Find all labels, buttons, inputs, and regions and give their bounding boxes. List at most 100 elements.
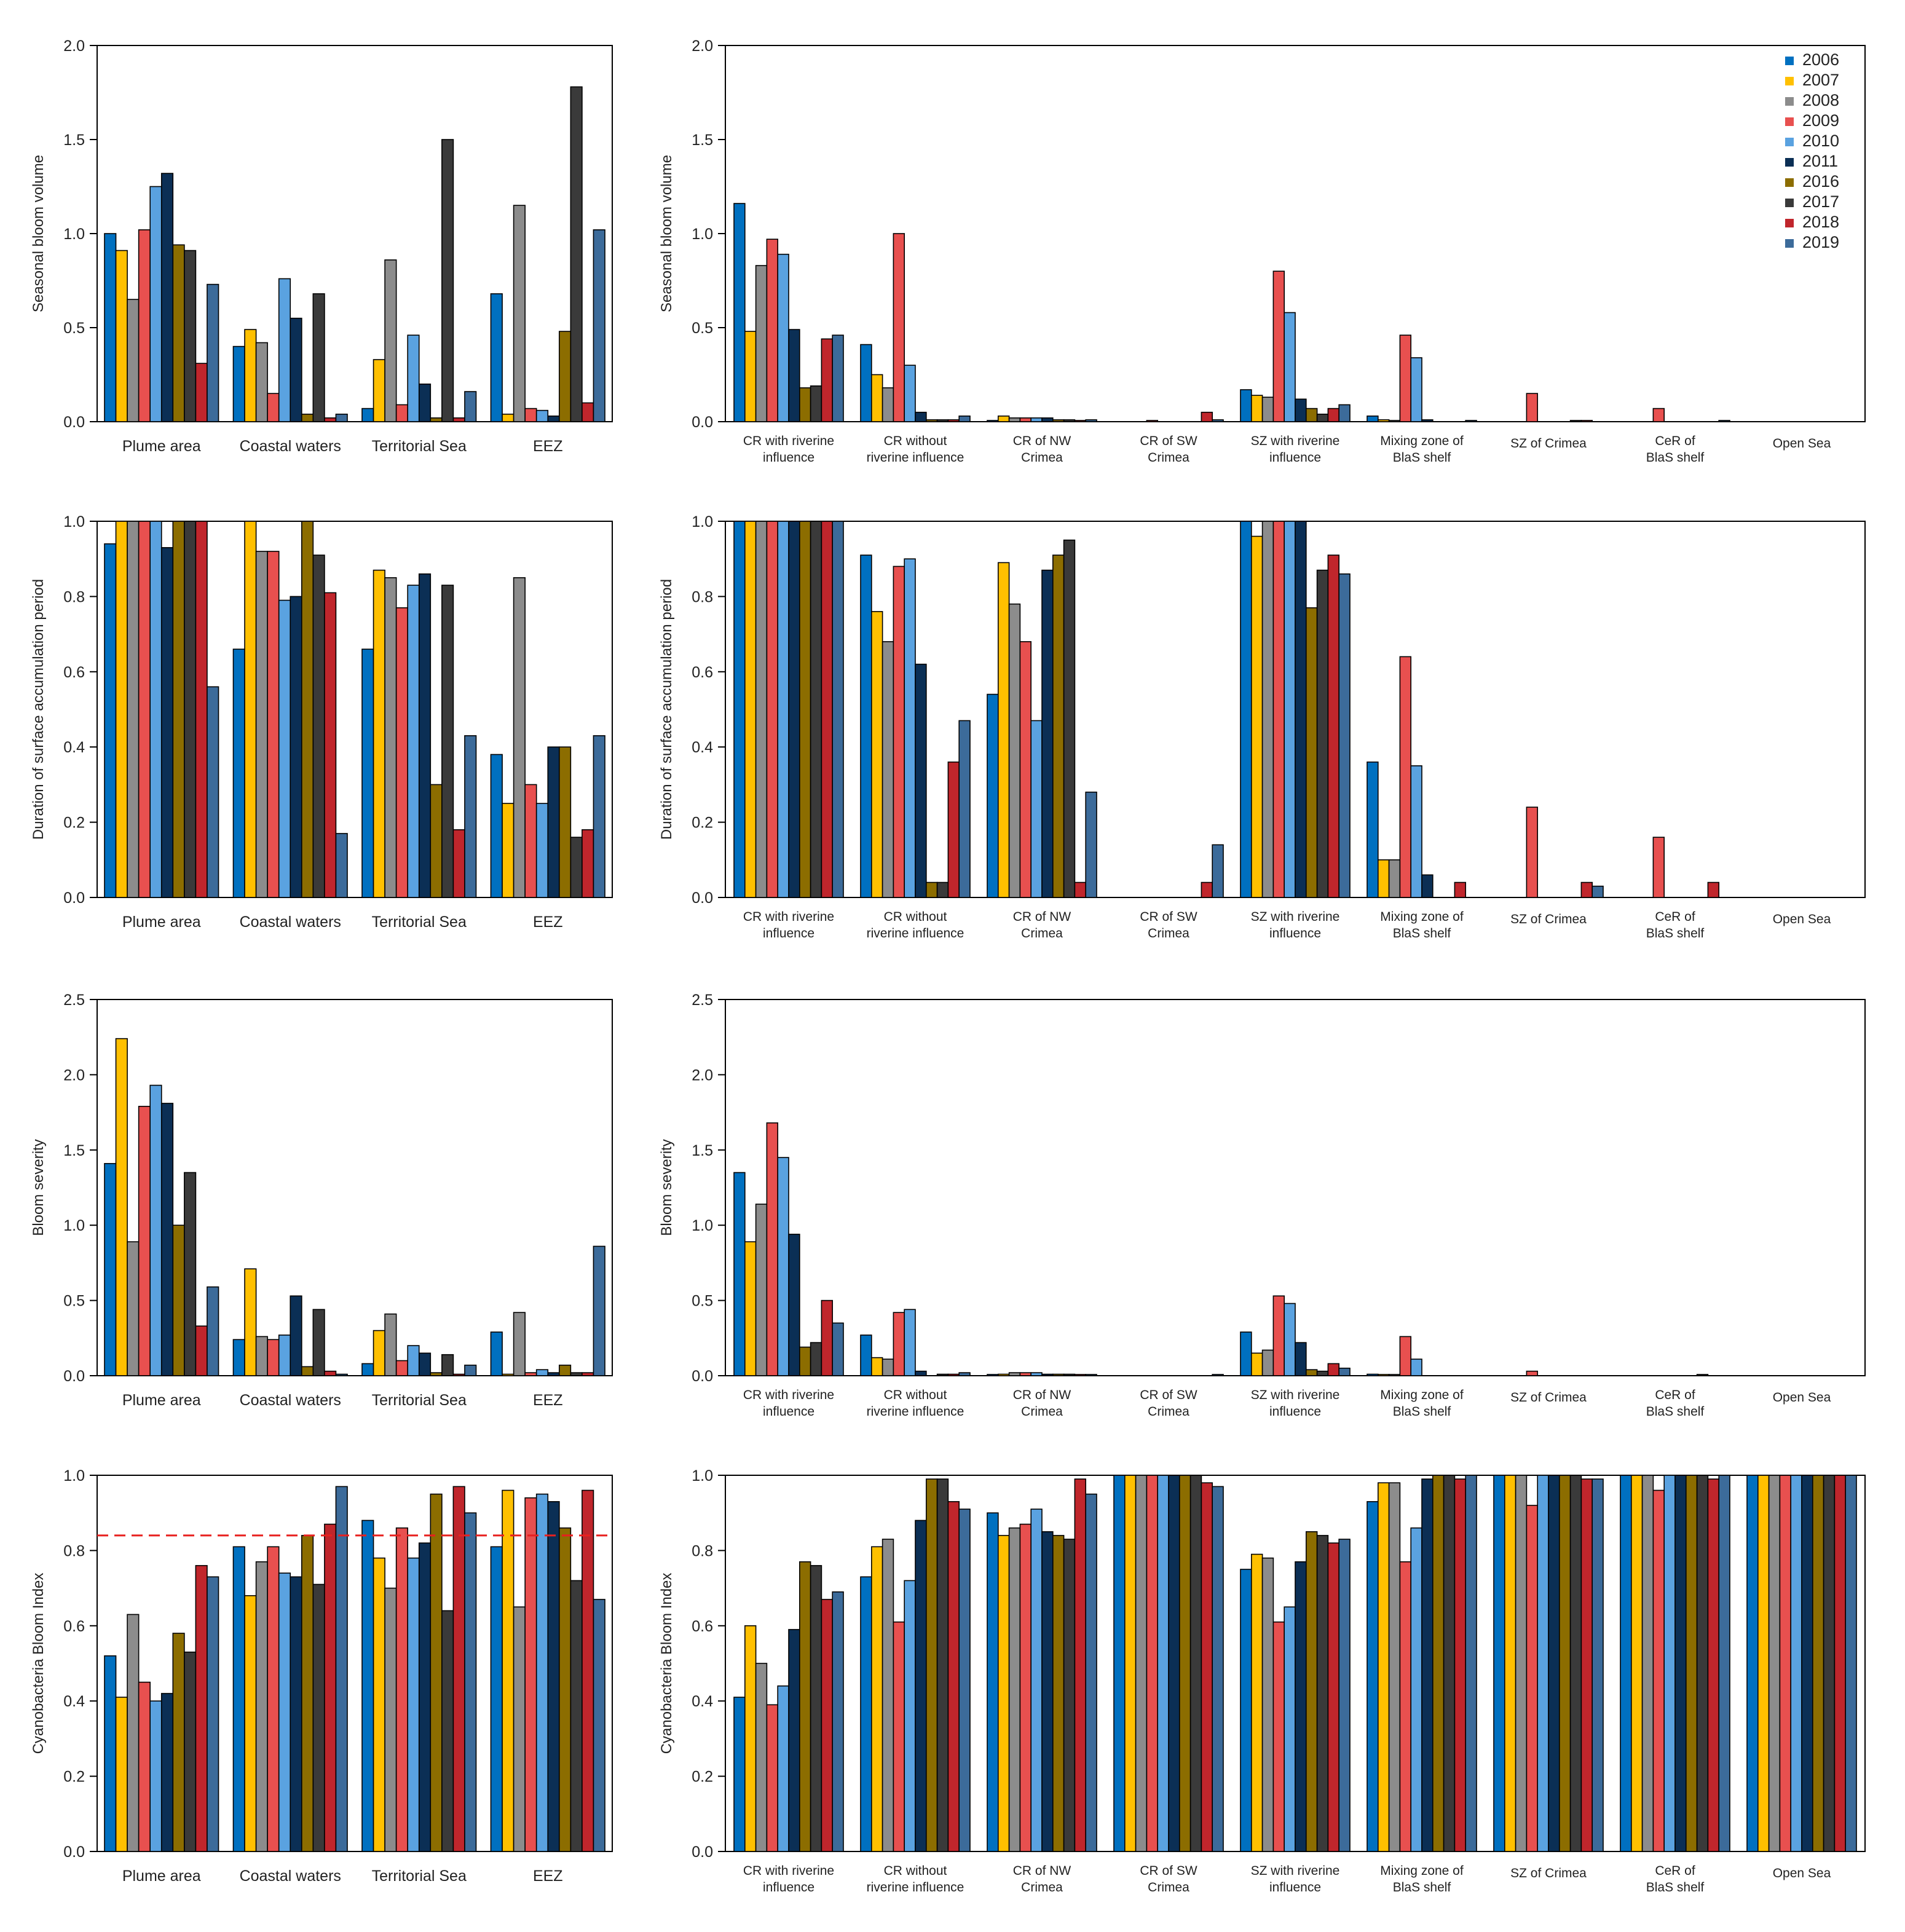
legend-swatch-2011 [1785,158,1794,167]
bar-2016 [430,1493,443,1852]
y-tick-label: 2.5 [692,992,713,1009]
bar-2011 [160,547,174,898]
bar-2010 [1284,1606,1296,1852]
bar-2009 [267,1339,280,1376]
x-category-label: SZ of Crimea [1510,1390,1587,1405]
bar-2008 [1261,1557,1274,1852]
bar-2007 [744,331,757,422]
x-category-label: SZ with riverine [1251,1864,1340,1878]
plot-frame [97,999,613,1376]
bar-2007 [1504,1475,1517,1852]
bar-2009 [267,551,280,898]
bar-2007 [502,1489,515,1852]
bar-2009 [1272,521,1285,898]
bar-2009 [1146,420,1159,422]
bar-2017 [1569,1475,1582,1852]
bar-2011 [1041,569,1054,898]
bar-2007 [115,1038,128,1376]
bar-2019 [1338,1367,1351,1376]
bar-2008 [755,521,768,898]
bar-2017 [1696,1475,1709,1852]
bar-2018 [1327,1363,1339,1376]
bar-2009 [1526,393,1538,422]
bar-2010 [777,521,789,898]
x-category-label: Crimea [1021,1405,1063,1419]
bar-2008 [384,259,397,422]
bar-2006 [1493,1475,1505,1852]
legend-swatch-2010 [1785,138,1794,146]
bar-2019 [207,283,219,422]
bar-2018 [821,1299,834,1376]
x-category-label: Crimea [1148,1405,1189,1419]
bar-2008 [513,205,526,422]
bar-2006 [490,754,503,898]
y-tick-label: 0.0 [63,1843,85,1861]
bar-2016 [301,1366,314,1376]
bar-2010 [1030,1508,1043,1852]
bar-2007 [1251,535,1263,898]
y-axis-label: Cyanobacteria Bloom Index [658,1573,675,1754]
x-category-label: SZ of Crimea [1510,912,1587,926]
bar-2009 [1019,1372,1032,1376]
bar-2018 [452,829,465,898]
bar-2008 [1641,1475,1654,1852]
x-category-label: BlaS shelf [1646,1405,1705,1419]
bar-2017 [184,1172,197,1376]
x-category-label: influence [763,451,814,465]
bar-2011 [1548,1475,1560,1852]
y-tick-label: 0.4 [692,1693,713,1710]
y-tick-label: 1.0 [692,226,713,243]
bar-2016 [1812,1475,1824,1852]
bar-2009 [1652,1489,1665,1852]
bar-2010 [278,1572,291,1852]
bar-2011 [418,1352,432,1376]
x-category-label: Open Sea [1773,912,1831,926]
bar-2010 [149,1084,162,1376]
bar-2017 [936,1373,949,1376]
y-axis-label: Seasonal bloom volume [30,155,47,312]
bar-2007 [1757,1475,1770,1852]
bar-2007 [744,1625,757,1852]
bar-2011 [788,1629,800,1852]
bar-2016 [172,1224,185,1376]
bar-2010 [904,558,916,898]
bar-2010 [1284,1303,1296,1376]
bar-2009 [524,1497,537,1852]
bar-2019 [464,1512,477,1852]
bar-2011 [547,1372,560,1376]
bar-2010 [1537,1475,1549,1852]
bar-2017 [1316,569,1329,898]
y-tick-label: 0.0 [63,889,85,907]
bar-2018 [1707,1478,1719,1852]
bar-2010 [904,1580,916,1852]
bar-2018 [1327,408,1339,422]
bar-2010 [1157,1475,1169,1852]
bar-2018 [1327,554,1339,898]
legend-swatch-2017 [1785,199,1794,207]
bar-2017 [1316,1370,1329,1376]
y-tick-label: 2.0 [63,37,85,55]
bar-2019 [1085,1374,1097,1376]
plot-frame [97,1475,613,1852]
y-tick-label: 0.8 [63,1542,85,1559]
bar-2007 [502,413,515,422]
bar-2019 [958,1508,971,1852]
x-category-label: Territorial Sea [372,1392,467,1409]
bar-2011 [1041,1531,1054,1852]
legend-swatch-2016 [1785,178,1794,187]
x-category-label: influence [763,1405,814,1419]
bar-2019 [1338,404,1351,422]
bar-2009 [1146,1475,1159,1852]
y-tick-label: 0.5 [63,320,85,337]
bar-2006 [1367,761,1379,898]
x-category-label: Crimea [1021,1880,1063,1895]
y-axis-label: Bloom severity [658,1139,675,1236]
bar-2009 [893,566,905,898]
x-category-label: BlaS shelf [1393,1405,1451,1419]
x-category-label: SZ with riverine [1251,1388,1340,1402]
bar-2017 [312,1583,325,1852]
bar-2011 [915,411,927,422]
bar-2006 [1240,1569,1252,1852]
bar-2010 [407,585,420,898]
